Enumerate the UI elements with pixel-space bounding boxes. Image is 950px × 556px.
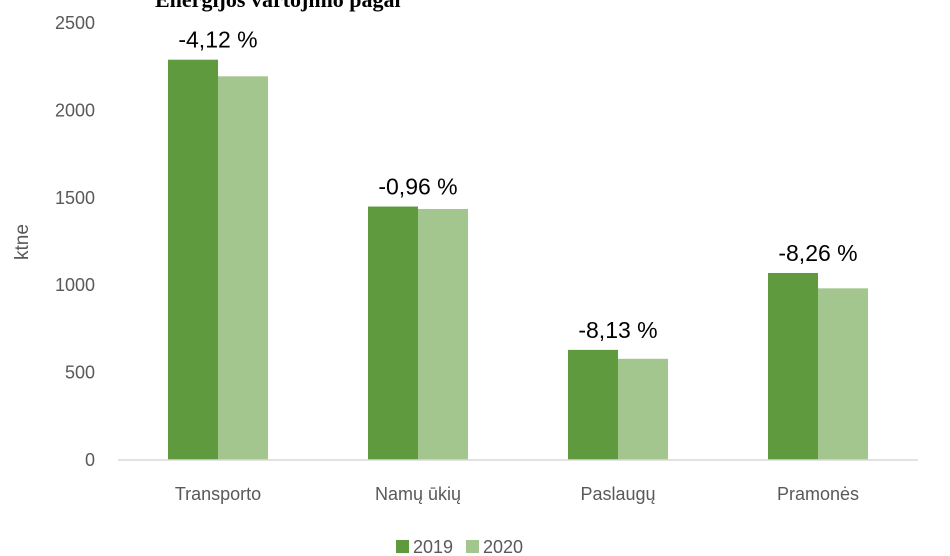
legend: 2019 2020 (396, 537, 523, 556)
category-label: Namų ūkių (375, 484, 461, 504)
bars (168, 59, 868, 461)
bar-2020-4 (818, 288, 868, 460)
data-label: -8,26 % (778, 240, 857, 266)
category-label: Transporto (175, 484, 261, 504)
y-tick-label: 2000 (55, 100, 95, 120)
legend-label: 2020 (483, 537, 523, 556)
bar-2019-3 (568, 349, 618, 460)
y-tick-label: 0 (85, 450, 95, 470)
y-tick-label: 500 (65, 363, 95, 383)
legend-label: 2019 (413, 537, 453, 556)
data-label: -8,13 % (578, 317, 657, 343)
y-tick-label: 1500 (55, 188, 95, 208)
bar-2020-3 (618, 358, 668, 460)
y-tick-label: 1000 (55, 275, 95, 295)
category-label: Paslaugų (580, 484, 655, 504)
bar-2019-4 (768, 272, 818, 460)
x-axis-categories: Transporto Namų ūkių Paslaugų Pramonės (175, 484, 859, 504)
legend-swatch-2019 (396, 540, 409, 553)
y-tick-label: 2500 (55, 13, 95, 33)
category-label: Pramonės (777, 484, 859, 504)
bar-2019-2 (368, 206, 418, 460)
data-label: -0,96 % (378, 174, 457, 200)
bar-2020-1 (218, 76, 268, 461)
legend-swatch-2020 (466, 540, 479, 553)
y-axis-label: ktne (12, 224, 33, 260)
chart-title: Energijos vartojimo pagal (155, 0, 401, 13)
bar-2020-2 (418, 208, 468, 460)
data-label: -4,12 % (178, 27, 257, 53)
bar-2019-1 (168, 59, 218, 460)
y-axis-ticks: 0 500 1000 1500 2000 2500 (55, 13, 95, 470)
data-labels: -4,12 % -0,96 % -8,13 % -8,26 % (178, 27, 857, 343)
